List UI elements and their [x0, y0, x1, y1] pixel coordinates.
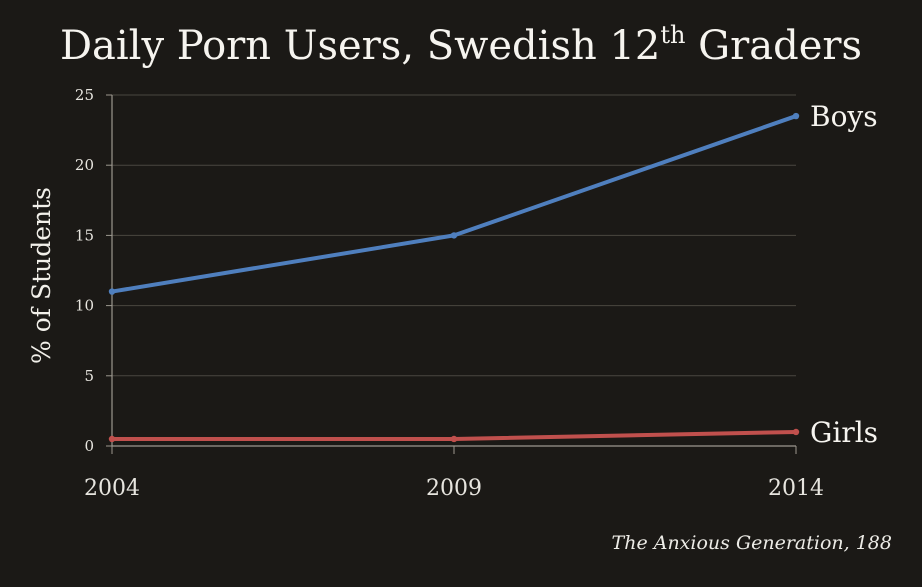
data-point-girls-2004 [108, 435, 116, 443]
data-point-girls-2014 [792, 428, 800, 436]
y-tick-labels: 0 5 10 15 20 25 [75, 86, 94, 455]
chart-title-rest: Graders [685, 23, 863, 69]
series-labels: Boys Girls [810, 100, 878, 449]
x-tick-label: 2009 [426, 476, 482, 501]
series-lines [108, 112, 800, 443]
chart-title: Daily Porn Users, Swedish 12th Graders [0, 18, 922, 74]
series-line-boys [110, 114, 798, 294]
y-axis-label: % of Students [27, 187, 56, 364]
source-citation: The Anxious Generation, 188 [611, 532, 892, 554]
x-tick-label: 2014 [768, 476, 824, 501]
x-tick-labels: 2004 2009 2014 [84, 476, 824, 501]
data-point-boys-2004 [108, 288, 116, 295]
y-tick-label: 20 [75, 156, 94, 174]
data-point-girls-2009 [450, 435, 458, 443]
y-tick-label: 25 [75, 86, 94, 104]
chart-title-superscript: th [660, 21, 686, 49]
y-tick-label: 5 [84, 367, 94, 385]
gridlines [112, 94, 796, 377]
y-tick-label: 15 [75, 226, 94, 244]
y-tick-label: 0 [84, 437, 94, 455]
y-tick-label: 10 [75, 297, 94, 315]
data-point-boys-2009 [450, 232, 458, 239]
data-point-boys-2014 [792, 112, 800, 120]
chart-title-main: Daily Porn Users, Swedish 12 [59, 23, 661, 69]
axes [106, 94, 797, 454]
series-label-boys: Boys [810, 100, 878, 133]
series-label-girls: Girls [810, 416, 878, 449]
x-tick-label: 2004 [84, 476, 140, 501]
